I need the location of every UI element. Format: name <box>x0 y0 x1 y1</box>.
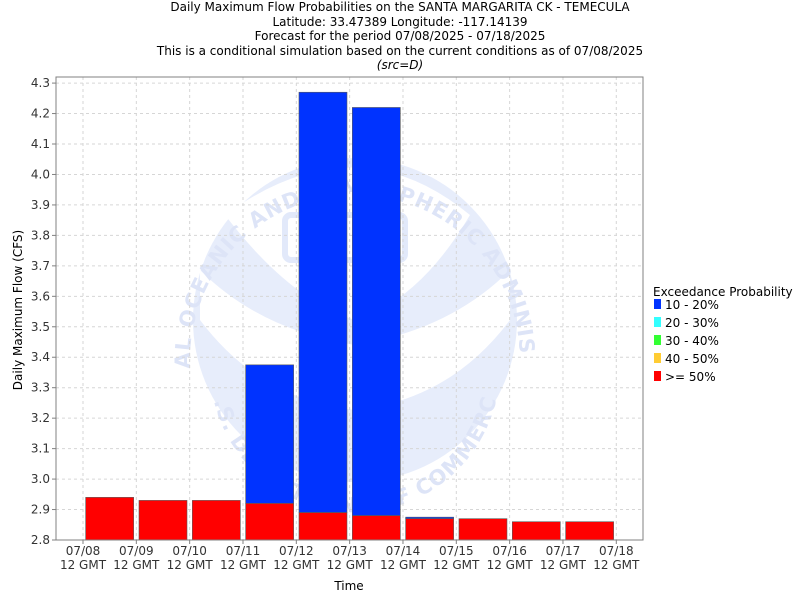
x-tick-time-label: 12 GMT <box>60 558 107 572</box>
chart-subtitle: (src=D) <box>376 58 424 72</box>
y-axis-label: Daily Maximum Flow (CFS) <box>11 230 25 390</box>
bar-ge50-day4 <box>245 503 294 541</box>
y-tick-label: 4.1 <box>31 137 50 151</box>
y-tick-label: 3.8 <box>31 228 50 242</box>
x-tick-time-label: 12 GMT <box>433 558 480 572</box>
x-tick-time-label: 12 GMT <box>167 558 214 572</box>
y-tick-label: 3.2 <box>31 411 50 425</box>
legend-swatch <box>654 335 661 345</box>
y-tick-label: 3.3 <box>31 381 50 395</box>
legend-swatch <box>654 317 661 327</box>
y-tick-label: 4.2 <box>31 107 50 121</box>
chart-title-block: Daily Maximum Flow Probabilities on the … <box>0 0 800 73</box>
x-tick-date-label: 07/16 <box>492 544 527 558</box>
bar-ge50-day9 <box>512 521 561 541</box>
x-tick-time-label: 12 GMT <box>540 558 587 572</box>
x-tick-time-label: 12 GMT <box>220 558 267 572</box>
y-tick-label: 4.3 <box>31 76 50 90</box>
x-tick-time-label: 12 GMT <box>487 558 534 572</box>
y-tick-label: 3.0 <box>31 472 50 486</box>
y-tick-label: 2.8 <box>31 533 50 547</box>
y-axis: 2.8 2.9 3.0 3.1 3.2 3.3 3.4 3.5 3.6 3.7 3.8 3.9 4.0 4… <box>31 76 56 547</box>
legend-swatch <box>654 353 661 363</box>
chart-title-line-2: Latitude: 33.47389 Longitude: -117.14139 <box>272 14 528 29</box>
y-tick-label: 3.6 <box>31 289 50 303</box>
chart-title-line-3: Forecast for the period 07/08/2025 - 07/… <box>254 29 546 43</box>
x-tick-time-label: 12 GMT <box>593 558 640 572</box>
bar-band0-day4 <box>245 364 294 504</box>
y-tick-label: 3.1 <box>31 442 50 456</box>
chart-title-line-1: Daily Maximum Flow Probabilities on the … <box>170 0 630 14</box>
x-tick-date-label: 07/17 <box>546 544 581 558</box>
x-tick-date-label: 07/10 <box>172 544 207 558</box>
x-tick-time-label: 12 GMT <box>380 558 427 572</box>
y-tick-label: 3.4 <box>31 350 50 364</box>
x-tick-date-label: 07/18 <box>599 544 634 558</box>
bar-ge50-day6 <box>352 515 401 541</box>
legend-entry-label: 30 - 40% <box>665 334 719 348</box>
x-tick-date-label: 07/08 <box>66 544 101 558</box>
legend-swatch <box>654 299 661 309</box>
legend-entry-label: 10 - 20% <box>665 298 719 312</box>
x-tick-date-label: 07/11 <box>226 544 261 558</box>
bar-ge50-day5 <box>298 512 348 541</box>
bar-ge50-day10 <box>565 521 614 541</box>
y-tick-label: 3.5 <box>31 320 50 334</box>
bar-ge50-day3 <box>192 500 241 541</box>
x-tick-date-label: 07/15 <box>439 544 474 558</box>
y-tick-label: 4.0 <box>31 167 50 181</box>
legend-swatch <box>654 371 661 381</box>
legend-entry-label: >= 50% <box>665 370 716 384</box>
x-tick-date-label: 07/12 <box>279 544 314 558</box>
x-tick-time-label: 12 GMT <box>273 558 320 572</box>
legend-entry-label: 40 - 50% <box>665 352 719 366</box>
bar-ge50-day8 <box>458 518 508 541</box>
legend: Exceedance Probability 10 - 20% 20 - 30% 3… <box>653 285 793 384</box>
chart-title-line-4: This is a conditional simulation based o… <box>156 43 644 58</box>
x-tick-time-label: 12 GMT <box>327 558 374 572</box>
x-tick-date-label: 07/09 <box>119 544 154 558</box>
bar-ge50-day7 <box>405 518 454 541</box>
x-tick-date-label: 07/13 <box>332 544 367 558</box>
y-tick-label: 3.7 <box>31 259 50 273</box>
x-axis-label: Time <box>333 579 363 593</box>
bar-ge50-day1 <box>85 497 134 541</box>
bar-ge50-day2 <box>138 500 188 541</box>
y-tick-label: 3.9 <box>31 198 50 212</box>
bar-band0-day6 <box>352 107 401 516</box>
bars <box>85 91 614 541</box>
bar-band0-day5 <box>298 91 348 513</box>
y-tick-label: 2.9 <box>31 503 50 517</box>
x-tick-date-label: 07/14 <box>386 544 421 558</box>
legend-title: Exceedance Probability <box>653 285 793 299</box>
x-tick-time-label: 12 GMT <box>113 558 160 572</box>
legend-entry-label: 20 - 30% <box>665 316 719 330</box>
